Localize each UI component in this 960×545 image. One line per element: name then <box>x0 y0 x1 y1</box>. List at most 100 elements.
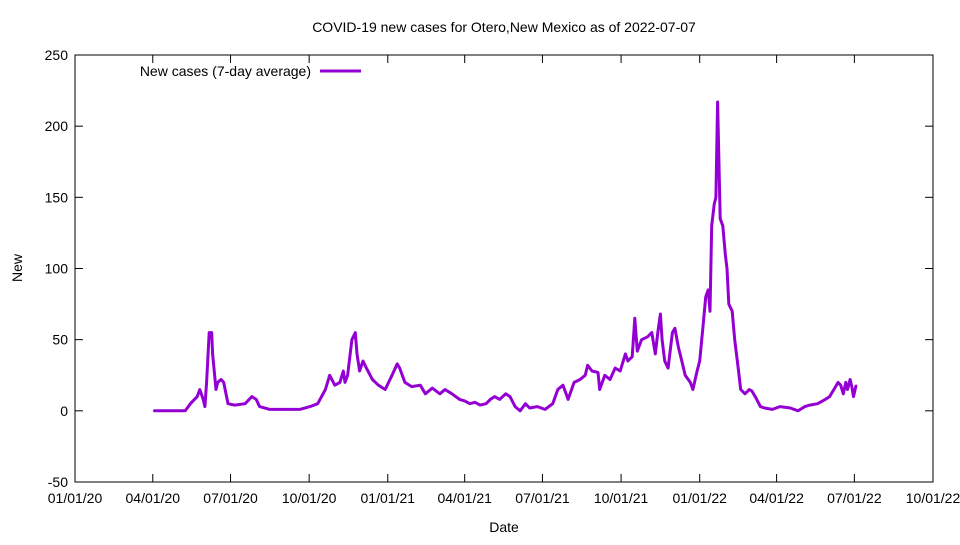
data-point <box>737 367 739 369</box>
data-point <box>584 374 586 377</box>
data-point <box>727 303 730 305</box>
data-point <box>713 203 716 206</box>
data-point <box>204 405 206 408</box>
data-point <box>524 402 527 405</box>
data-point <box>410 385 413 388</box>
data-point <box>333 384 336 387</box>
data-point <box>809 404 811 406</box>
data-point <box>444 388 446 391</box>
data-point <box>234 404 236 406</box>
data-point <box>591 370 593 372</box>
data-point <box>651 331 653 334</box>
chart-title: COVID-19 new cases for Otero,New Mexico … <box>312 19 696 35</box>
data-point <box>354 331 357 334</box>
data-point <box>222 381 225 384</box>
data-point <box>797 410 799 412</box>
x-tick-label: 07/01/21 <box>515 490 570 506</box>
data-point <box>586 364 589 367</box>
data-point <box>754 395 757 398</box>
x-tick-label: 07/01/20 <box>203 490 258 506</box>
data-point <box>721 225 724 227</box>
data-point <box>519 410 522 412</box>
data-point <box>663 360 666 362</box>
data-point <box>751 390 753 392</box>
data-point <box>202 398 204 401</box>
data-point <box>698 360 701 362</box>
y-tick-label: 100 <box>45 261 69 277</box>
data-point <box>627 360 629 362</box>
data-point <box>733 338 736 341</box>
data-point <box>851 385 853 388</box>
data-point <box>463 400 466 402</box>
data-point <box>469 402 471 405</box>
data-point <box>659 313 662 315</box>
data-point <box>842 392 845 395</box>
data-point <box>365 367 368 369</box>
data-point <box>763 407 766 409</box>
data-point <box>451 392 453 395</box>
data-point <box>419 384 422 387</box>
data-point <box>724 253 727 256</box>
data-point <box>551 402 554 405</box>
data-point <box>636 350 639 352</box>
data-point <box>509 395 511 398</box>
data-point <box>631 355 633 358</box>
data-point <box>184 410 187 412</box>
data-point <box>573 381 575 384</box>
data-point <box>356 353 358 355</box>
data-point <box>489 398 492 401</box>
data-point <box>208 331 210 334</box>
data-point <box>833 388 835 391</box>
x-tick-label: 10/01/22 <box>906 490 960 506</box>
x-tick-label: 07/01/22 <box>827 490 882 506</box>
data-point <box>759 405 762 408</box>
data-point <box>597 371 599 374</box>
legend-label: New cases (7-day average) <box>140 63 311 79</box>
data-point <box>598 388 601 391</box>
data-point <box>726 267 728 270</box>
data-point <box>210 331 213 334</box>
data-point <box>748 388 751 391</box>
data-point <box>544 408 546 411</box>
data-point <box>709 310 711 313</box>
data-point <box>654 353 657 355</box>
data-point <box>536 405 539 408</box>
data-point <box>837 381 839 384</box>
data-point <box>474 401 476 404</box>
data-point <box>828 395 831 398</box>
data-point <box>362 360 364 362</box>
data-point <box>215 388 217 391</box>
data-point <box>557 388 559 391</box>
series-group <box>152 100 858 413</box>
data-point <box>716 101 719 103</box>
data-point <box>485 402 487 405</box>
data-point <box>458 398 461 401</box>
y-axis: -50 0 50 100 150 200 250 <box>45 47 933 490</box>
data-point <box>604 374 606 377</box>
data-point <box>667 367 669 369</box>
x-tick-label: 04/01/22 <box>749 490 804 506</box>
data-point <box>344 381 346 384</box>
data-point <box>710 225 713 227</box>
data-point <box>251 395 253 398</box>
data-point <box>298 408 301 411</box>
data-point <box>328 374 331 377</box>
data-point <box>189 402 192 405</box>
data-point <box>351 338 353 341</box>
data-point <box>391 374 393 377</box>
x-tick-label: 01/01/22 <box>672 490 727 506</box>
data-point <box>633 317 636 320</box>
data-point <box>528 407 531 409</box>
data-point <box>562 384 564 387</box>
x-tick-label: 01/01/21 <box>361 490 416 506</box>
data-point <box>377 384 380 387</box>
data-point <box>439 392 441 395</box>
data-point <box>205 381 208 384</box>
data-point <box>692 388 694 391</box>
y-tick-label: 0 <box>60 403 68 419</box>
data-point <box>384 388 387 391</box>
x-tick-label: 10/01/21 <box>594 490 649 506</box>
y-axis-label: New <box>9 253 25 282</box>
data-point <box>404 381 406 384</box>
